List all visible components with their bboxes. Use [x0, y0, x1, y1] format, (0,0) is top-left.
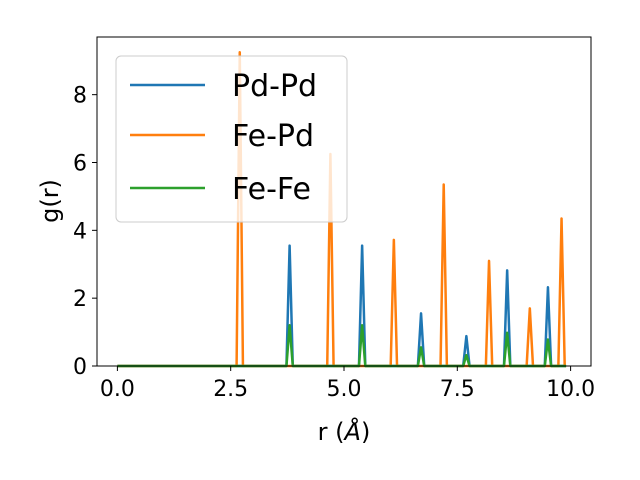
- y-tick-label: 4: [73, 219, 87, 244]
- legend: Pd-Pd Fe-Pd Fe-Fe: [115, 55, 348, 223]
- legend-label: Fe-Fe: [232, 172, 311, 207]
- series-line-pd-pd: [117, 244, 567, 368]
- series-line-fe-fe: [117, 324, 567, 368]
- y-tick-label: 0: [73, 355, 87, 380]
- x-axis-label: r (Å): [318, 417, 371, 446]
- x-tick-label: 0.0: [100, 377, 135, 402]
- y-tick-label: 6: [73, 151, 87, 176]
- y-tick-label: 8: [73, 84, 87, 109]
- legend-label: Pd-Pd: [232, 69, 317, 104]
- x-axis: 0.0 2.5 5.0 7.5 10.0: [100, 366, 595, 402]
- x-tick-label: 2.5: [213, 377, 248, 402]
- x-tick-label: 7.5: [440, 377, 475, 402]
- y-tick-label: 2: [73, 287, 87, 312]
- x-tick-label: 5.0: [327, 377, 362, 402]
- y-axis-label: g(r): [36, 179, 64, 223]
- legend-label: Fe-Pd: [232, 119, 314, 154]
- x-tick-label: 10.0: [546, 377, 595, 402]
- legend-box: [115, 55, 348, 223]
- y-axis: 0 2 4 6 8: [73, 84, 97, 380]
